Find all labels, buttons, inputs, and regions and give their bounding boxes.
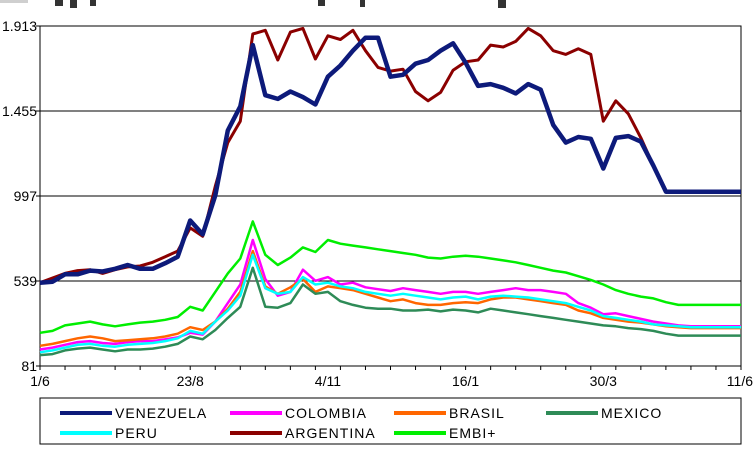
legend-label: PERU <box>115 425 158 441</box>
series-line-venezuela <box>39 35 741 285</box>
x-tick-label: 4/11 <box>315 373 341 389</box>
x-tick-label: 1/6 <box>30 373 50 389</box>
series-line-colombia <box>39 238 741 351</box>
cropped-title-fragment <box>0 0 754 14</box>
legend-label: COLOMBIA <box>285 405 367 421</box>
series-line-peru <box>39 253 741 354</box>
y-tick-label: 539 <box>14 273 38 289</box>
x-tick-label: 23/8 <box>177 373 204 389</box>
legend-box <box>39 397 742 445</box>
legend-label: BRASIL <box>449 405 505 421</box>
legend-label: ARGENTINA <box>285 425 376 441</box>
x-tick-label: 11/6 <box>727 373 753 389</box>
x-tick-label: 30/3 <box>590 373 617 389</box>
y-tick-label: 997 <box>14 188 38 204</box>
y-tick-label: 81 <box>21 358 37 374</box>
series-line-embi <box>39 220 741 335</box>
series-line-mexico <box>39 266 741 357</box>
series-line-brasil <box>39 249 741 348</box>
legend-label: VENEZUELA <box>115 405 207 421</box>
legend-label: EMBI+ <box>449 425 496 441</box>
legend-label: MEXICO <box>601 405 662 421</box>
x-tick-label: 16/1 <box>452 373 479 389</box>
y-tick-label: 1.455 <box>2 103 37 119</box>
cropped-title-fragment-glyphs <box>0 0 506 8</box>
y-tick-label: 1.913 <box>2 18 37 34</box>
